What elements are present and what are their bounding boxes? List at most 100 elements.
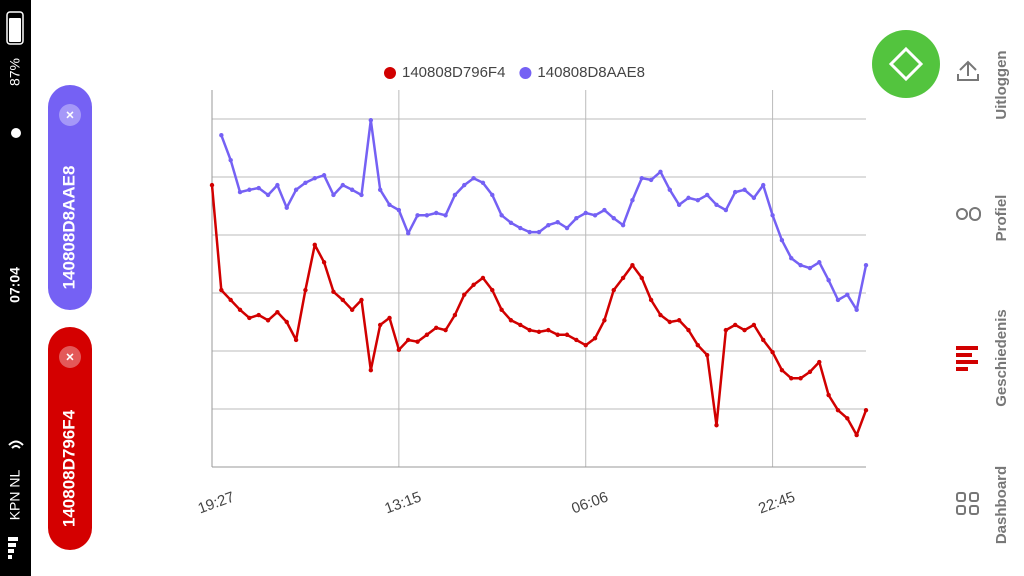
data-point <box>434 325 439 330</box>
data-point <box>863 262 869 268</box>
battery-level <box>9 18 21 42</box>
data-point <box>275 309 280 315</box>
data-point <box>387 202 392 208</box>
device-pill[interactable] <box>48 327 92 550</box>
data-point <box>854 307 859 313</box>
data-point <box>798 262 803 268</box>
data-point <box>639 275 644 281</box>
data-point <box>630 262 635 268</box>
data-point <box>817 359 822 365</box>
data-point <box>564 332 570 337</box>
data-point <box>406 337 411 343</box>
data-point <box>807 265 813 271</box>
x-tick-label: 13:15 <box>382 489 423 518</box>
series-line <box>220 118 868 312</box>
data-point <box>340 297 345 303</box>
pill-close-bg[interactable] <box>59 104 81 126</box>
data-point <box>789 376 794 381</box>
data-point <box>564 225 570 231</box>
data-point <box>396 347 402 353</box>
data-point <box>807 369 813 375</box>
data-point <box>293 337 299 343</box>
nav-item[interactable]: Uitloggen <box>993 50 1010 119</box>
data-point <box>863 407 869 413</box>
moon-icon <box>11 128 21 138</box>
legend-label: 140808D796F4 <box>402 64 505 81</box>
data-point <box>219 133 224 138</box>
data-point <box>714 423 719 428</box>
data-point <box>817 260 822 265</box>
pill-close[interactable]: × <box>66 107 74 123</box>
data-point <box>247 187 252 192</box>
data-point <box>471 175 476 181</box>
data-point <box>331 192 336 198</box>
data-point <box>256 312 261 318</box>
data-point <box>789 256 794 261</box>
x-tick-label: 22:45 <box>756 489 797 518</box>
data-point <box>658 312 663 318</box>
data-point <box>452 312 458 318</box>
data-point <box>303 180 308 185</box>
data-point <box>368 367 374 373</box>
data-point <box>406 231 411 236</box>
data-point <box>443 213 448 218</box>
data-point <box>209 182 215 188</box>
pill-close-bg[interactable] <box>59 346 81 368</box>
data-point <box>546 327 551 333</box>
data-point <box>648 297 654 303</box>
nav-item[interactable]: Profiel <box>993 195 1010 242</box>
data-point <box>349 307 355 313</box>
data-point <box>536 229 542 235</box>
data-point <box>546 222 551 228</box>
data-point <box>340 182 345 188</box>
data-point <box>536 329 542 335</box>
data-point <box>508 318 514 323</box>
data-point <box>770 349 775 355</box>
data-point <box>303 287 308 293</box>
data-point <box>284 319 289 325</box>
history-icon <box>956 346 978 371</box>
data-point <box>704 352 710 358</box>
data-point <box>480 180 486 185</box>
data-point <box>723 207 729 213</box>
data-point <box>611 287 616 293</box>
data-point <box>480 275 486 281</box>
data-point <box>620 275 626 281</box>
data-point <box>723 327 729 333</box>
status-time: 07:04 <box>7 267 23 303</box>
data-point <box>770 213 775 218</box>
data-point <box>835 407 841 413</box>
data-point <box>490 192 495 198</box>
data-point <box>265 318 271 323</box>
data-point <box>434 210 439 216</box>
data-point <box>835 297 841 303</box>
data-point <box>704 192 710 198</box>
nav-item[interactable]: Dashboard <box>993 466 1010 544</box>
series-line <box>210 184 868 437</box>
data-point <box>349 187 355 192</box>
data-point <box>359 192 364 198</box>
dashboard-icon <box>956 492 979 515</box>
nav-item[interactable]: Geschiedenis <box>993 309 1010 407</box>
data-point <box>639 175 644 181</box>
data-point <box>377 187 383 192</box>
battery-icon <box>6 11 24 45</box>
data-point <box>845 416 850 421</box>
profile-icon <box>956 207 981 221</box>
data-point <box>611 215 616 221</box>
device-pill[interactable] <box>48 85 92 310</box>
data-point <box>761 182 766 188</box>
data-point <box>452 192 458 198</box>
data-point <box>592 336 598 341</box>
data-point <box>424 332 430 337</box>
data-point <box>331 289 336 295</box>
refresh-icon <box>888 46 924 82</box>
data-point <box>658 169 663 174</box>
data-point <box>471 282 476 288</box>
pill-close[interactable]: × <box>66 349 74 365</box>
data-point <box>359 297 364 303</box>
data-point <box>779 238 785 243</box>
data-point <box>714 202 719 208</box>
refresh-button[interactable] <box>872 30 940 98</box>
